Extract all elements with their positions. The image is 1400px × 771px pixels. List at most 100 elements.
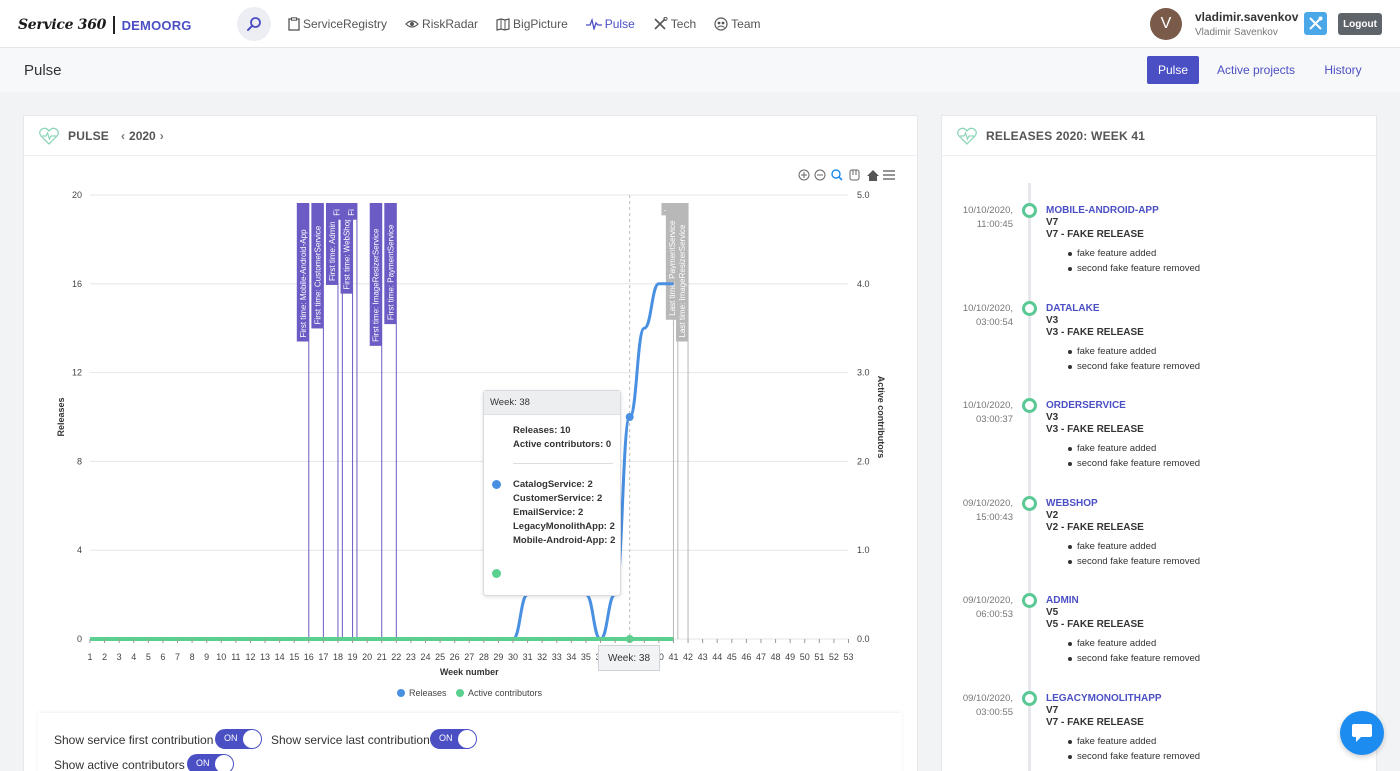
clipboard-icon bbox=[288, 17, 300, 31]
user-full-name: Vladimir Savenkov bbox=[1195, 27, 1278, 38]
nav-service-registry[interactable]: ServiceRegistry bbox=[288, 0, 387, 48]
chart-toolbar bbox=[798, 169, 895, 181]
legend-releases-label[interactable]: Releases bbox=[409, 688, 447, 698]
tab-active-projects[interactable]: Active projects bbox=[1216, 63, 1296, 77]
release-feature: fake feature added bbox=[1067, 443, 1157, 455]
release-title: V3 - FAKE RELEASE bbox=[1046, 326, 1144, 338]
x-axis-title: Week number bbox=[440, 667, 499, 677]
app-logo[interactable]: Service 360 DEMOORG bbox=[18, 13, 192, 37]
chat-bubble-icon bbox=[1352, 724, 1372, 742]
nav-big-picture[interactable]: BigPicture bbox=[496, 0, 568, 48]
release-date: 09/10/2020, bbox=[962, 595, 1013, 607]
chat-support-button[interactable] bbox=[1340, 711, 1384, 755]
tab-pulse[interactable]: Pulse bbox=[1147, 56, 1199, 84]
pulse-card-header: PULSE ‹ 2020 › bbox=[24, 116, 917, 156]
x-tick-label: 27 bbox=[464, 652, 474, 662]
release-service-link[interactable]: ORDERSERVICE bbox=[1046, 400, 1126, 412]
tab-history[interactable]: History bbox=[1324, 63, 1362, 77]
y-tick-label: 20 bbox=[72, 190, 82, 200]
search-button[interactable] bbox=[237, 7, 271, 41]
x-tick-label: 4 bbox=[131, 652, 136, 662]
zoom-in-icon[interactable] bbox=[798, 169, 810, 181]
active-contributors-label: Show active contributors bbox=[54, 758, 185, 771]
release-service-link[interactable]: MOBILE-ANDROID-APP bbox=[1046, 205, 1159, 216]
nav-pulse[interactable]: Pulse bbox=[585, 0, 635, 48]
annotation-label: First time: Mobile-Android-App bbox=[299, 229, 308, 338]
next-year-button[interactable]: › bbox=[159, 128, 164, 143]
release-title: V3 - FAKE RELEASE bbox=[1046, 424, 1144, 436]
x-tick-label: 6 bbox=[160, 652, 165, 662]
logo-text: Service 360 bbox=[18, 17, 107, 33]
page-header: Pulse Pulse Active projects History bbox=[0, 48, 1400, 92]
annotation-label-bg bbox=[340, 203, 353, 294]
x-tick-label: 25 bbox=[435, 652, 445, 662]
last-contribution-toggle[interactable]: ON bbox=[430, 729, 477, 749]
chart-annotations: First time: Mobile-Android-App First time… bbox=[296, 203, 689, 639]
release-date: 10/10/2020, bbox=[962, 302, 1013, 314]
release-feature: second fake feature removed bbox=[1067, 653, 1201, 665]
settings-tools-button[interactable] bbox=[1304, 12, 1327, 35]
prev-year-button[interactable]: ‹ bbox=[121, 128, 126, 143]
x-tick-label: 34 bbox=[566, 652, 576, 662]
tooltip-releases-marker bbox=[492, 480, 501, 489]
release-service-link[interactable]: ADMIN bbox=[1046, 595, 1079, 607]
x-tick-label: 33 bbox=[552, 652, 562, 662]
annotation-label-bg bbox=[296, 203, 309, 342]
chart-gridlines bbox=[90, 194, 849, 640]
legend-contributors-marker[interactable] bbox=[456, 689, 464, 697]
x-tick-label: 44 bbox=[712, 652, 722, 662]
search-icon bbox=[247, 17, 261, 31]
y-axis-title: Releases bbox=[56, 397, 66, 436]
release-feature: fake feature added bbox=[1067, 540, 1157, 552]
tooltip-contributors-marker bbox=[492, 569, 501, 578]
nav-tech[interactable]: Tech bbox=[653, 0, 696, 48]
pan-hand-icon[interactable] bbox=[849, 169, 860, 181]
release-timeline-dot bbox=[1022, 691, 1037, 706]
menu-icon[interactable] bbox=[883, 170, 895, 180]
y-tick-label: 16 bbox=[72, 279, 82, 289]
x-tick-label: 18 bbox=[333, 652, 343, 662]
y2-tick-label: 0.0 bbox=[857, 634, 870, 644]
x-tick-label: 51 bbox=[814, 652, 824, 662]
tooltip-service: LegacyMonolithApp: 2 bbox=[513, 521, 615, 532]
nav-team[interactable]: Team bbox=[714, 0, 760, 48]
x-tick-label: 7 bbox=[175, 652, 180, 662]
user-menu[interactable]: V vladimir.savenkov Vladimir Savenkov bbox=[1150, 8, 1298, 40]
pulse-chart: First time: Mobile-Android-App First time… bbox=[56, 169, 895, 698]
avatar[interactable]: V bbox=[1150, 8, 1182, 40]
home-reset-icon[interactable] bbox=[867, 170, 879, 181]
active-contributors-toggle[interactable]: ON bbox=[187, 754, 234, 771]
release-service-link[interactable]: WEBSHOP bbox=[1046, 497, 1098, 509]
x-tick-label: 35 bbox=[581, 652, 591, 662]
release-title: V7 - FAKE RELEASE bbox=[1046, 229, 1144, 240]
release-date: 09/10/2020, bbox=[962, 497, 1013, 509]
logout-button[interactable]: Logout bbox=[1338, 13, 1382, 35]
tooltip-service: EmailService: 2 bbox=[513, 507, 584, 518]
x-tick-label: 8 bbox=[190, 652, 195, 662]
legend-releases-marker[interactable] bbox=[397, 689, 405, 697]
nav-label: Team bbox=[731, 17, 761, 31]
release-title: V7 - FAKE RELEASE bbox=[1046, 717, 1144, 728]
releases-card: RELEASES 2020: WEEK 41 bbox=[941, 115, 1377, 771]
nav-risk-radar[interactable]: RiskRadar bbox=[405, 0, 478, 48]
releases-title: RELEASES 2020: WEEK 41 bbox=[986, 128, 1146, 143]
zoom-out-icon[interactable] bbox=[814, 169, 826, 181]
team-icon bbox=[714, 17, 728, 31]
releases-point bbox=[625, 413, 634, 421]
x-tick-label: 46 bbox=[741, 652, 751, 662]
release-service-link[interactable]: DATALAKE bbox=[1046, 302, 1100, 314]
x-tick-label: 41 bbox=[668, 652, 678, 662]
y2-tick-label: 3.0 bbox=[857, 368, 870, 378]
annotation-label-bg bbox=[325, 203, 338, 285]
first-contribution-toggle[interactable]: ON bbox=[215, 729, 262, 749]
user-login: vladimir.savenkov bbox=[1195, 10, 1299, 24]
release-date: 10/10/2020, bbox=[962, 400, 1013, 412]
release-date: 10/10/2020, bbox=[962, 205, 1013, 216]
release-service-link[interactable]: LEGACYMONOLITHAPP bbox=[1046, 693, 1162, 704]
x-tick-label: 17 bbox=[318, 652, 328, 662]
x-tick-label: 31 bbox=[523, 652, 533, 662]
zoom-select-icon[interactable] bbox=[831, 169, 843, 181]
tooltip-header: Week: 38 bbox=[484, 391, 620, 415]
legend-contributors-label[interactable]: Active contributors bbox=[468, 688, 543, 698]
x-tick-label: 52 bbox=[829, 652, 839, 662]
